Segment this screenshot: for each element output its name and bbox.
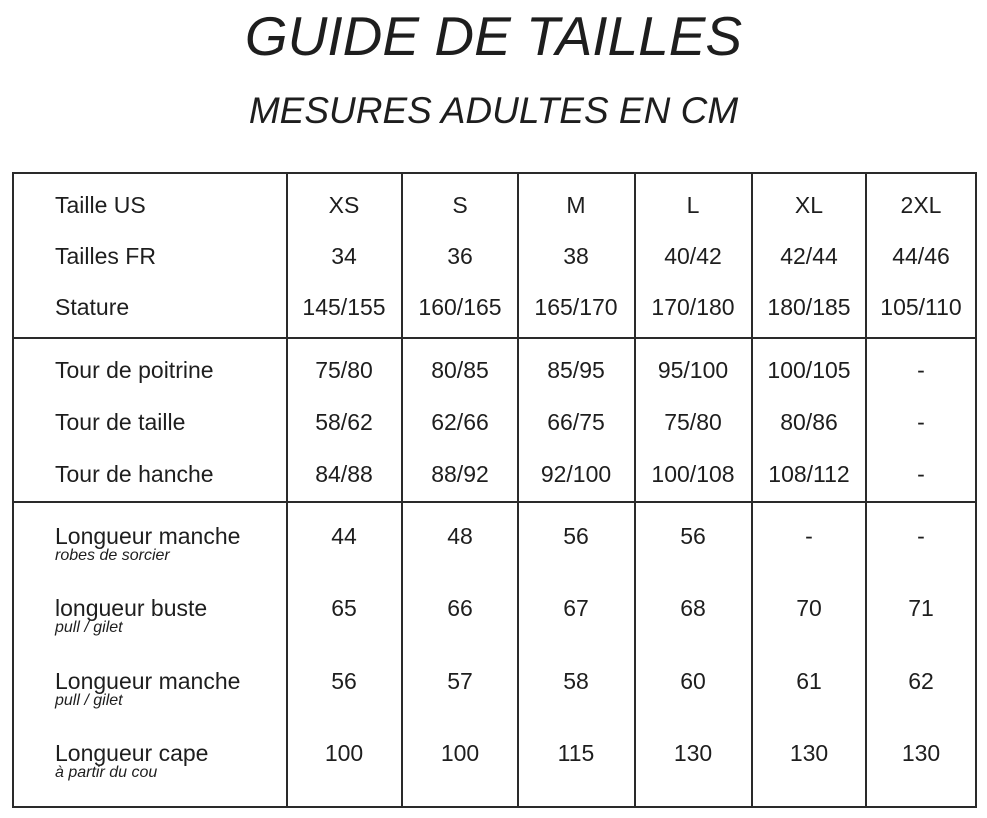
table-cell: 62/66 — [431, 409, 489, 435]
size-table: Taille US XS S M L XL 2XL Tailles FR 34 36 38 40/42… — [12, 172, 977, 808]
table-cell: 56 — [331, 668, 357, 694]
table-cell: 108/112 — [768, 461, 850, 487]
table-cell: - — [917, 357, 925, 383]
row-label: Longueur manche — [55, 668, 241, 694]
column-divider — [517, 174, 519, 806]
row-label: Tour de hanche — [55, 461, 214, 487]
table-cell: 2XL — [900, 192, 942, 218]
table-cell: 100/108 — [651, 461, 735, 487]
table-cell: 56 — [563, 523, 589, 549]
table-cell: 88/92 — [431, 461, 489, 487]
table-cell: - — [805, 523, 813, 549]
page-title: GUIDE DE TAILLES — [244, 5, 743, 67]
table-cell: - — [917, 461, 925, 487]
column-divider — [634, 174, 636, 806]
table-cell: 95/100 — [657, 357, 729, 383]
row-label: Taille US — [55, 192, 146, 218]
section-divider — [14, 501, 975, 503]
table-cell: 67 — [563, 595, 589, 621]
table-cell: 60 — [680, 668, 706, 694]
table-cell: 62 — [908, 668, 934, 694]
table-cell: 100/105 — [767, 357, 851, 383]
table-cell: 105/110 — [880, 294, 962, 320]
column-divider — [401, 174, 403, 806]
table-cell: 75/80 — [664, 409, 722, 435]
table-cell: 80/85 — [431, 357, 489, 383]
table-cell: 38 — [563, 243, 589, 269]
table-cell: 92/100 — [540, 461, 612, 487]
column-divider — [751, 174, 753, 806]
table-cell: L — [686, 192, 700, 218]
table-cell: 160/165 — [418, 294, 502, 320]
table-cell: 100 — [440, 740, 480, 766]
table-cell: 180/185 — [767, 294, 851, 320]
table-cell: 165/170 — [534, 294, 618, 320]
row-note: pull / gilet — [55, 692, 123, 709]
table-cell: 130 — [789, 740, 829, 766]
table-cell: 58 — [563, 668, 589, 694]
row-note: à partir du cou — [55, 764, 158, 781]
table-cell: XS — [328, 192, 360, 218]
row-note: pull / gilet — [55, 619, 123, 636]
row-label: longueur buste — [55, 595, 208, 621]
table-cell: 42/44 — [780, 243, 838, 269]
table-cell: 70 — [796, 595, 822, 621]
table-cell: 100 — [324, 740, 364, 766]
row-label: Stature — [55, 294, 130, 320]
page-subtitle: MESURES ADULTES EN CM — [248, 90, 739, 131]
table-cell: 170/180 — [651, 294, 735, 320]
table-cell: 57 — [447, 668, 473, 694]
row-note: robes de sorcier — [55, 547, 170, 564]
table-cell: 115 — [557, 740, 595, 766]
table-cell: 130 — [673, 740, 713, 766]
table-cell: 34 — [331, 243, 357, 269]
table-cell: 58/62 — [315, 409, 373, 435]
table-cell: 71 — [908, 595, 934, 621]
table-cell: 66 — [447, 595, 473, 621]
table-cell: - — [917, 523, 925, 549]
row-label: Tour de taille — [55, 409, 186, 435]
row-label: Longueur manche — [55, 523, 241, 549]
table-cell: 56 — [680, 523, 706, 549]
table-cell: 145/155 — [302, 294, 386, 320]
table-cell: 80/86 — [780, 409, 838, 435]
table-cell: 61 — [796, 668, 822, 694]
table-cell: M — [566, 192, 586, 218]
table-cell: 44/46 — [892, 243, 950, 269]
column-divider — [865, 174, 867, 806]
row-label: Longueur cape — [55, 740, 209, 766]
table-cell: 65 — [331, 595, 357, 621]
table-cell: 75/80 — [315, 357, 373, 383]
table-cell: 84/88 — [315, 461, 373, 487]
table-cell: 40/42 — [664, 243, 722, 269]
section-divider — [14, 337, 975, 339]
row-label: Tour de poitrine — [55, 357, 214, 383]
table-cell: 66/75 — [547, 409, 605, 435]
row-label: Tailles FR — [55, 243, 156, 269]
table-cell: 44 — [331, 523, 357, 549]
table-cell: 36 — [447, 243, 473, 269]
table-cell: 48 — [447, 523, 473, 549]
table-cell: XL — [794, 192, 824, 218]
column-divider — [286, 174, 288, 806]
table-cell: 130 — [901, 740, 941, 766]
table-cell: S — [452, 192, 468, 218]
table-cell: 85/95 — [547, 357, 605, 383]
table-cell: 68 — [680, 595, 706, 621]
table-cell: - — [917, 409, 925, 435]
